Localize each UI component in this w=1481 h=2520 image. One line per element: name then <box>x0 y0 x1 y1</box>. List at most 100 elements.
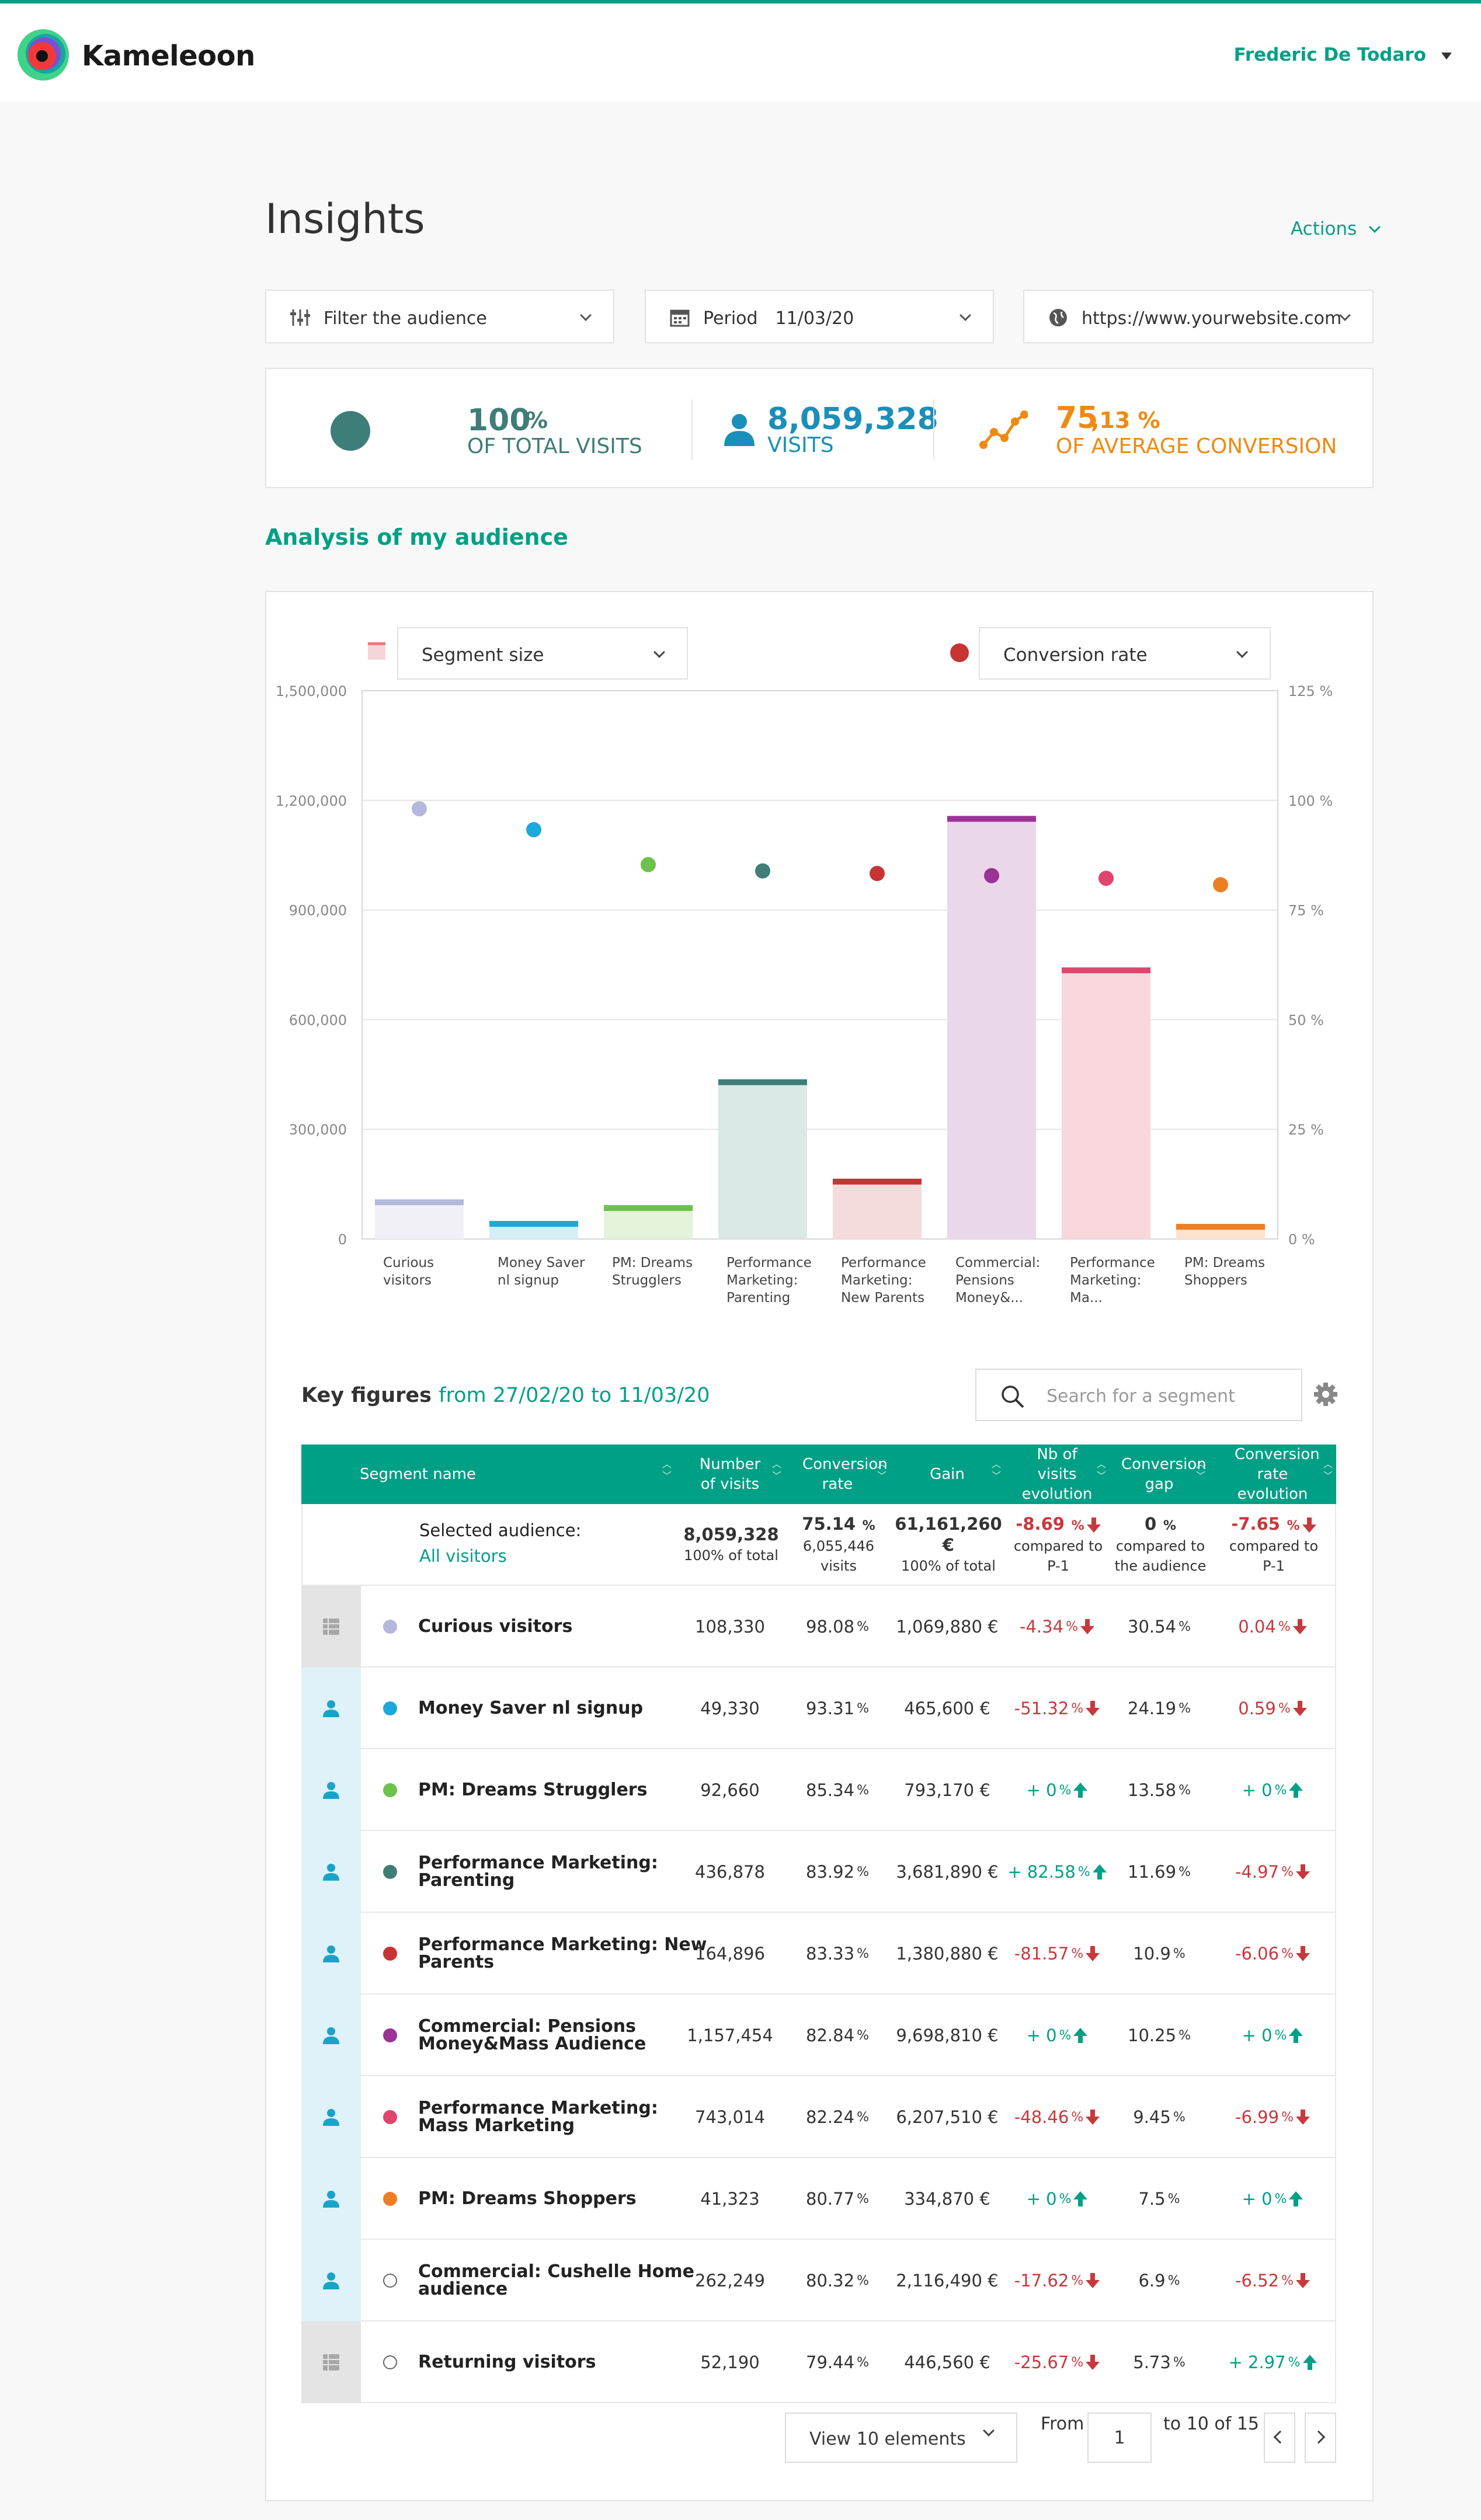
period-select[interactable]: Period 11/03/20 <box>645 290 994 343</box>
conversion-cell: 82.84 % <box>806 2025 869 2045</box>
segment-type-cell <box>301 2240 361 2321</box>
y-right-tick-label: 75 % <box>1288 903 1324 919</box>
col-conversion-gap[interactable]: Conversion gap ︿ ﹀ <box>1110 1445 1209 1504</box>
conversion-cell: 79.44 % <box>806 2352 869 2372</box>
x-tick-label: Marketing: <box>1070 1273 1141 1288</box>
left-metric-select[interactable]: Segment size <box>397 627 688 680</box>
share-unit: % <box>526 408 548 433</box>
table-row[interactable]: Performance Marketing: Parenting 436,878 8… <box>301 1831 1336 1913</box>
segment-name[interactable]: PM: Dreams Strugglers <box>418 1780 648 1800</box>
gear-icon[interactable] <box>1313 1381 1339 1407</box>
page-size-select[interactable]: View 10 elements <box>785 2413 1017 2463</box>
segment-name[interactable]: Commercial: Pensions Money&Mass Audience <box>418 2016 646 2054</box>
conv-evolution-value: + 0 <box>1242 2189 1273 2209</box>
col-gain[interactable]: Gain ︿ ﹀ <box>890 1445 1004 1504</box>
conversion-cell: 82.24 % <box>806 2107 869 2127</box>
right-metric-select[interactable]: Conversion rate <box>979 627 1271 680</box>
summary-visits-value: 8,059,328 <box>683 1524 779 1544</box>
conversion-gap-value: 11.69 <box>1128 1862 1177 1882</box>
actions-dropdown[interactable]: Actions <box>1291 218 1381 239</box>
col-visits[interactable]: Number of visits ︿ ﹀ <box>675 1445 785 1504</box>
col-conversion-rate-evolution[interactable]: Conversion rate evolution ︿ ﹀ <box>1209 1445 1336 1504</box>
col-visits-evolution[interactable]: Nb of visits evolution ︿ ﹀ <box>1004 1445 1110 1504</box>
conv-evolution-cell: -6.52 % <box>1209 2240 1336 2321</box>
user-segment-icon <box>323 1782 339 1799</box>
segment-name[interactable]: PM: Dreams Shoppers <box>418 2188 637 2209</box>
visits-cell: 52,190 <box>700 2352 760 2372</box>
arrow-up-icon <box>1289 2028 1303 2043</box>
segment-color-dot <box>383 1783 397 1797</box>
table-row[interactable]: PM: Dreams Strugglers 92,660 85.34 % 793,17… <box>301 1749 1336 1831</box>
conversion-value: 79.44 <box>806 2352 855 2372</box>
table-row[interactable]: Performance Marketing: New Parents 164,89… <box>301 1913 1336 1995</box>
key-figures-label: Key figures <box>301 1384 432 1407</box>
segment-color-dot <box>383 2274 397 2288</box>
selected-audience-row: Selected audience: All visitors 8,059,32… <box>301 1504 1336 1586</box>
conv-evolution-value: -6.52 <box>1235 2271 1280 2291</box>
conv-evolution-value: + 2.97 <box>1228 2352 1286 2372</box>
conversion-cell: 80.32 % <box>806 2271 869 2291</box>
conversion-point-5 <box>984 868 999 883</box>
segment-name[interactable]: Money Saver nl signup <box>418 1698 644 1718</box>
segment-name[interactable]: Performance Marketing: Mass Marketing <box>418 2098 658 2136</box>
segment-search-input[interactable]: Search for a segment <box>975 1369 1302 1421</box>
conversion-gap-cell: 24.19 % <box>1128 1698 1191 1718</box>
sort-icon: ︿ ﹀ <box>1323 1459 1333 1481</box>
table-row[interactable]: Commercial: Pensions Money&Mass Audience… <box>301 1995 1336 2076</box>
sliders-icon <box>290 309 310 326</box>
user-segment-icon <box>323 1864 339 1881</box>
user-menu[interactable]: Frederic De Todaro <box>1234 44 1452 65</box>
segment-color-dot <box>383 1620 397 1634</box>
segment-name[interactable]: Performance Marketing: Parenting <box>418 1853 658 1891</box>
table-row[interactable]: Commercial: Cushelle Home audience 262,24… <box>301 2240 1336 2321</box>
search-placeholder: Search for a segment <box>1047 1386 1235 1407</box>
table-row[interactable]: Money Saver nl signup 49,330 93.31 % 465,60… <box>301 1668 1336 1749</box>
y-left-tick-label: 1,200,000 <box>276 793 347 809</box>
website-select[interactable]: https://www.yourwebsite.com <box>1023 290 1374 343</box>
table-row[interactable]: Returning visitors 52,190 79.44 % 446,560 €… <box>301 2321 1336 2403</box>
col-label: Conversion rate evolution <box>1235 1446 1320 1503</box>
conversion-value: 93.31 <box>806 1698 855 1718</box>
table-row[interactable]: PM: Dreams Shoppers 41,323 80.77 % 334,870 … <box>301 2158 1336 2240</box>
conversion-gap-value: 30.54 <box>1128 1617 1177 1637</box>
sort-icon: ︿ ﹀ <box>1096 1459 1106 1481</box>
gain-cell: 793,170 € <box>904 1780 990 1800</box>
segment-color-dot <box>383 1865 397 1879</box>
plot-frame <box>361 690 1278 1240</box>
col-conversion-rate[interactable]: Conversion rate ︿ ﹀ <box>785 1445 890 1504</box>
conv-evolution-value: + 0 <box>1242 1780 1273 1800</box>
bar-cap-3 <box>718 1079 807 1085</box>
conversion-value: 83.33 <box>806 1944 855 1964</box>
bar-cap-4 <box>833 1178 922 1185</box>
all-visitors-link[interactable]: All visitors <box>419 1546 507 1566</box>
conversion-value: 80.77 <box>806 2189 855 2209</box>
conversion-gap-cell: 11.69 % <box>1128 1862 1191 1882</box>
segment-name[interactable]: Curious visitors <box>418 1616 573 1637</box>
segment-type-cell <box>301 2076 361 2158</box>
summary-visits: 8,059,328 100% of total <box>676 1504 786 1586</box>
prev-page-button[interactable] <box>1264 2413 1295 2463</box>
table-row[interactable]: Curious visitors 108,330 98.08 % 1,069,880 … <box>301 1586 1336 1668</box>
next-page-button[interactable] <box>1305 2413 1336 2463</box>
page-number-input[interactable]: 1 <box>1087 2413 1152 2463</box>
segment-name[interactable]: Commercial: Cushelle Home audience <box>418 2261 694 2299</box>
y-left-tick-label: 0 <box>338 1231 347 1248</box>
conv-evolution-cell: + 0 % <box>1209 1749 1336 1831</box>
table-row[interactable]: Performance Marketing: Mass Marketing 743… <box>301 2076 1336 2158</box>
arrow-up-icon <box>1073 1783 1088 1798</box>
col-segment-name[interactable]: Segment name ︿ ﹀ <box>301 1445 675 1504</box>
segment-name[interactable]: Returning visitors <box>418 2352 596 2372</box>
visits-cell: 108,330 <box>695 1617 765 1637</box>
audience-filter-label: Filter the audience <box>324 308 487 329</box>
visits-cell: 92,660 <box>700 1780 760 1800</box>
y-right-tick-label: 100 % <box>1288 793 1333 809</box>
kameleoon-logo-icon[interactable] <box>16 28 70 82</box>
arrow-down-icon <box>1086 2355 1100 2370</box>
segment-type-cell <box>301 1668 361 1749</box>
conv-evolution-value: -4.97 <box>1235 1862 1280 1882</box>
conversion-value: 83.92 <box>806 1862 855 1882</box>
x-tick-label: Shoppers <box>1184 1273 1247 1288</box>
x-tick-label: PM: Dreams <box>1184 1255 1265 1271</box>
segment-name[interactable]: Performance Marketing: New Parents <box>418 1934 707 1972</box>
audience-filter-select[interactable]: Filter the audience <box>265 290 614 343</box>
